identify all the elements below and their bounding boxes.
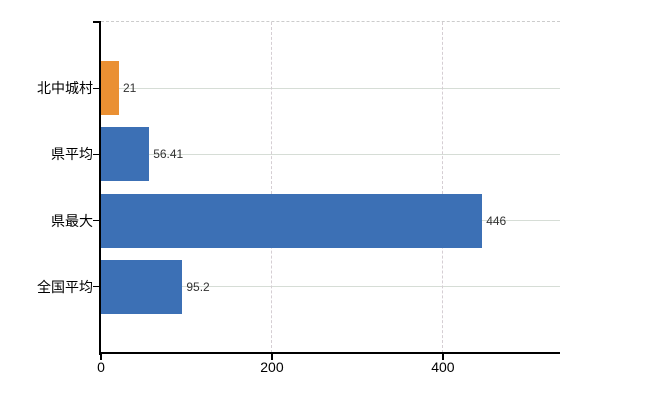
y-axis-tick: [93, 87, 99, 89]
bar-value-label: 446: [486, 213, 507, 228]
y-axis: [99, 21, 101, 355]
bar-value-label: 21: [122, 81, 137, 96]
x-axis: [99, 352, 560, 354]
y-axis-tick: [93, 286, 99, 288]
gridline-horizontal: [101, 286, 560, 288]
bar-北中城村: [101, 61, 119, 116]
gridline-vertical: [442, 22, 444, 353]
category-label-県平均: 県平均: [51, 146, 93, 163]
gridline-horizontal: [101, 87, 560, 89]
plot-top-border: [101, 21, 560, 22]
x-axis-tick: [100, 354, 102, 360]
x-axis-tick: [441, 354, 444, 360]
y-axis-tick: [93, 21, 99, 23]
x-axis-tick: [270, 354, 273, 360]
y-axis-tick: [93, 220, 99, 222]
bar-全国平均: [101, 259, 183, 314]
category-label-全国平均: 全国平均: [37, 278, 93, 295]
y-axis-tick: [93, 153, 99, 155]
bar-value-label: 95.2: [186, 279, 210, 294]
x-tick-label: 400: [431, 359, 455, 375]
category-label-北中城村: 北中城村: [37, 80, 93, 97]
bar-県最大: [101, 193, 483, 248]
bar-value-label: 56.41: [153, 147, 184, 162]
gridline-horizontal: [101, 153, 560, 155]
x-tick-label: 0: [97, 359, 105, 375]
x-tick-label: 200: [260, 359, 284, 375]
category-label-県最大: 県最大: [51, 212, 93, 229]
bar-県平均: [101, 127, 150, 182]
gridline-vertical: [271, 22, 273, 353]
